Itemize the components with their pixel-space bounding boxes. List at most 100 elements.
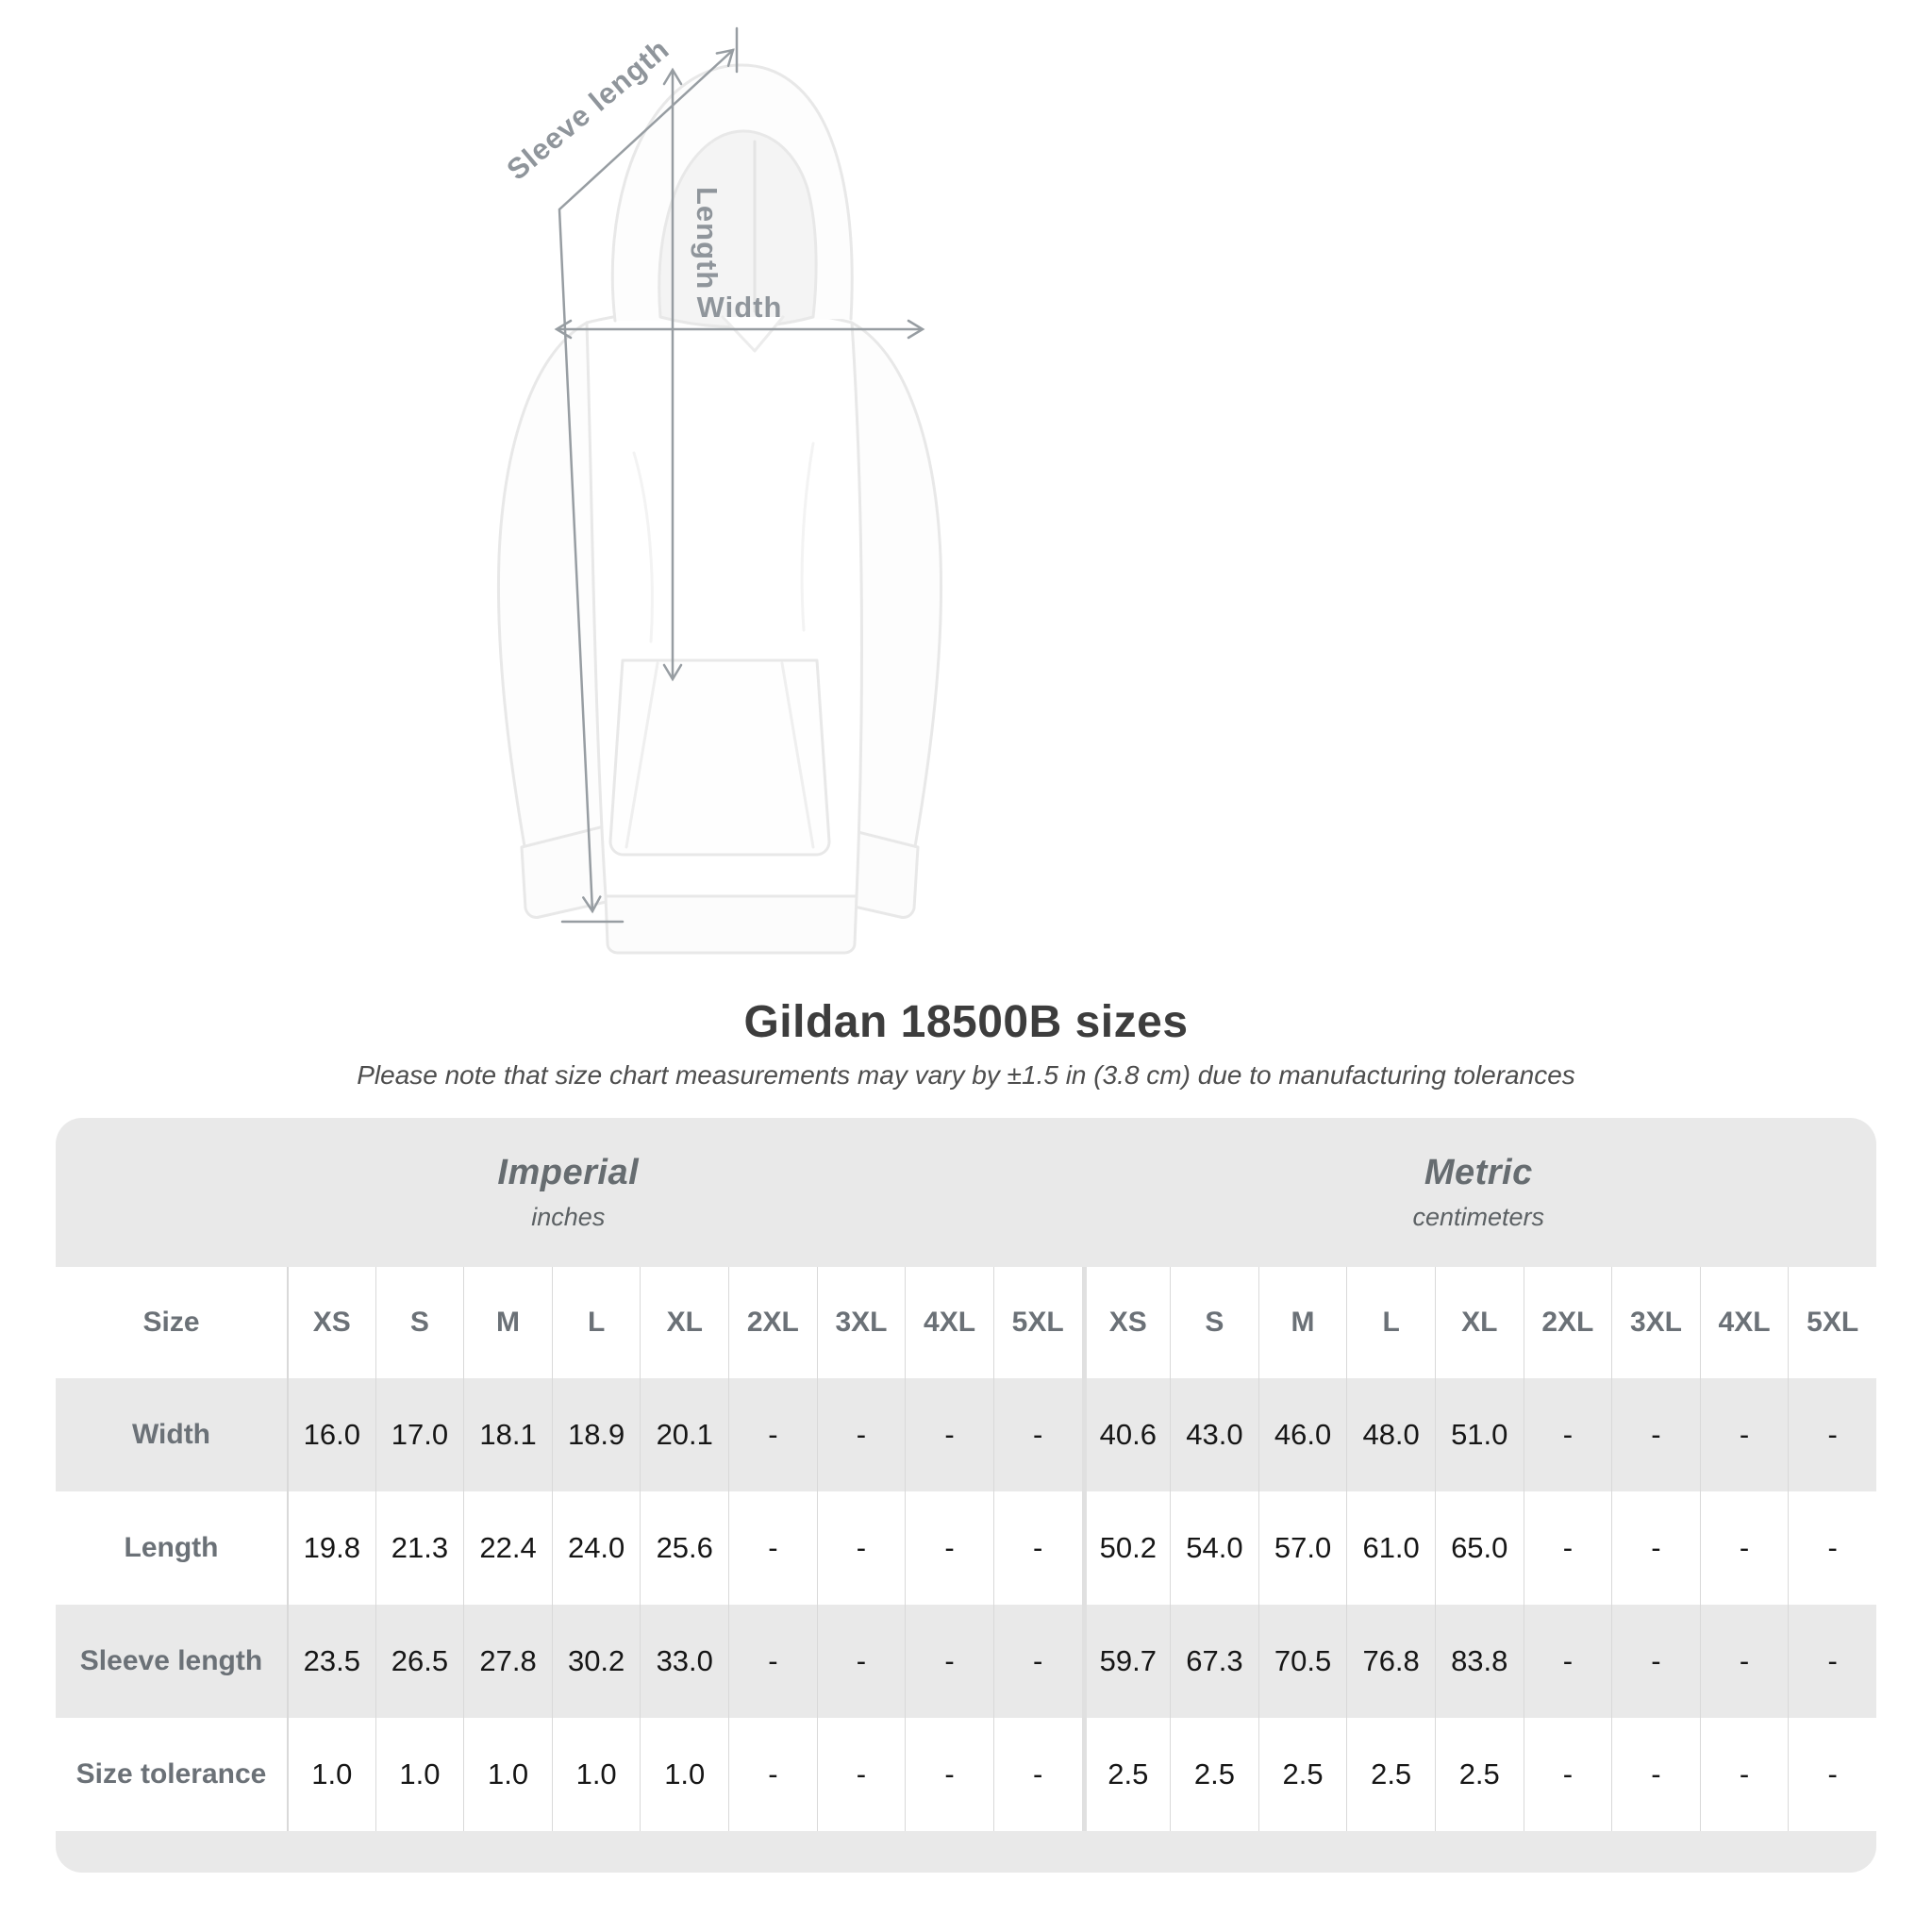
- table-row: Length 19.8 21.3 22.4 24.0 25.6- - - -50.2 54.0 57…: [56, 1491, 1876, 1605]
- value-cell: 2.5: [1170, 1718, 1258, 1831]
- size-column-header: 5XL: [1788, 1267, 1876, 1378]
- metric-label: Metric: [1424, 1153, 1533, 1192]
- value-cell: -: [1611, 1605, 1700, 1718]
- table-footer-band: [56, 1831, 1876, 1873]
- value-cell: 46.0: [1257, 1378, 1347, 1491]
- size-table: Imperial inches Metric centimeters Size X…: [56, 1118, 1876, 1873]
- value-cell: 2.5: [1346, 1718, 1435, 1831]
- width-arrowhead-right: [907, 319, 925, 340]
- value-cell: -: [728, 1605, 817, 1718]
- value-cell: 25.6: [640, 1491, 728, 1605]
- page-title: Gildan 18500B sizes: [743, 997, 1189, 1047]
- row-label: Width: [131, 1419, 211, 1450]
- value-cell: 67.3: [1170, 1605, 1258, 1718]
- hoodie-pocket: [608, 658, 831, 857]
- imperial-unit: inches: [531, 1203, 606, 1231]
- value-cell: 54.0: [1170, 1491, 1258, 1605]
- size-column-header: XS: [1081, 1267, 1171, 1378]
- value-cell: -: [816, 1718, 906, 1831]
- value-cell: 65.0: [1434, 1491, 1524, 1605]
- metric-unit: centimeters: [1412, 1203, 1545, 1231]
- row-label: Length: [124, 1532, 219, 1563]
- value-cell: -: [728, 1718, 817, 1831]
- value-cell: -: [1699, 1605, 1789, 1718]
- value-cell: 24.0: [551, 1491, 641, 1605]
- value-cell: 27.8: [463, 1605, 552, 1718]
- value-cell: -: [1523, 1718, 1612, 1831]
- value-cell: 1.0: [463, 1718, 552, 1831]
- table-row: Size tolerance 1.0 1.0 1.0 1.0 1.0- - - -2.5 2.5 2…: [56, 1718, 1876, 1831]
- size-column-header: 4XL: [1699, 1267, 1789, 1378]
- value-cell: 76.8: [1346, 1605, 1435, 1718]
- value-cell: -: [1788, 1491, 1876, 1605]
- value-cell: -: [1788, 1605, 1876, 1718]
- value-cell: -: [1611, 1718, 1700, 1831]
- size-column-header: XS: [287, 1267, 375, 1378]
- value-cell: -: [905, 1605, 993, 1718]
- length-arrowhead-bottom: [662, 663, 683, 682]
- value-cell: -: [728, 1378, 817, 1491]
- value-cell: -: [992, 1718, 1082, 1831]
- value-cell: -: [816, 1605, 906, 1718]
- value-cell: 21.3: [375, 1491, 464, 1605]
- value-cell: 61.0: [1346, 1491, 1435, 1605]
- value-cell: 19.8: [287, 1491, 375, 1605]
- value-cell: -: [1523, 1605, 1612, 1718]
- table-row: Width 16.0 17.0 18.1 18.9 20.1- - - -40.6 43.0 46.…: [56, 1378, 1876, 1491]
- value-cell: -: [1699, 1718, 1789, 1831]
- width-label: Width: [697, 291, 783, 324]
- value-cell: 50.2: [1081, 1491, 1171, 1605]
- value-cell: -: [728, 1491, 817, 1605]
- value-cell: -: [905, 1491, 993, 1605]
- corner-label: Size: [142, 1307, 200, 1338]
- value-cell: -: [992, 1605, 1082, 1718]
- value-cell: 57.0: [1257, 1491, 1347, 1605]
- hoodie-hem: [604, 894, 858, 955]
- length-arrowhead-top: [662, 67, 683, 86]
- size-column-header: XL: [640, 1267, 728, 1378]
- size-column-header: 2XL: [728, 1267, 817, 1378]
- table-row: Sleeve length 23.5 26.5 27.8 30.2 33.0- - - -59.…: [56, 1605, 1876, 1718]
- size-column-header: 3XL: [1611, 1267, 1700, 1378]
- value-cell: 48.0: [1346, 1378, 1435, 1491]
- value-cell: 23.5: [287, 1605, 375, 1718]
- width-arrowhead-left: [554, 319, 573, 340]
- hoodie-illustration: [496, 63, 943, 955]
- hoodie-diagram: Sleeve length Length Width: [496, 26, 943, 955]
- value-cell: -: [816, 1378, 906, 1491]
- size-column-header: M: [1257, 1267, 1347, 1378]
- value-cell: 16.0: [287, 1378, 375, 1491]
- unit-header-band: Imperial inches Metric centimeters: [56, 1118, 1876, 1267]
- value-cell: 2.5: [1257, 1718, 1347, 1831]
- value-cell: 83.8: [1434, 1605, 1524, 1718]
- sleeve-length-arrowhead-top: [715, 48, 735, 68]
- value-cell: 43.0: [1170, 1378, 1258, 1491]
- size-column-header: 2XL: [1523, 1267, 1612, 1378]
- value-cell: 20.1: [640, 1378, 728, 1491]
- tolerance-note: Please note that size chart measurements…: [357, 1060, 1575, 1090]
- sleeve-length-line: [558, 48, 735, 913]
- value-cell: 70.5: [1257, 1605, 1347, 1718]
- value-cell: -: [1788, 1378, 1876, 1491]
- value-cell: -: [816, 1491, 906, 1605]
- size-column-header: XL: [1434, 1267, 1524, 1378]
- value-cell: -: [1523, 1491, 1612, 1605]
- value-cell: -: [1788, 1718, 1876, 1831]
- value-cell: 40.6: [1081, 1378, 1171, 1491]
- value-cell: -: [1611, 1378, 1700, 1491]
- value-cell: 30.2: [551, 1605, 641, 1718]
- value-cell: 26.5: [375, 1605, 464, 1718]
- imperial-label: Imperial: [497, 1153, 640, 1192]
- size-column-header: S: [375, 1267, 464, 1378]
- value-cell: 59.7: [1081, 1605, 1171, 1718]
- value-cell: 18.1: [463, 1378, 552, 1491]
- value-cell: 33.0: [640, 1605, 728, 1718]
- value-cell: 18.9: [551, 1378, 641, 1491]
- size-column-header: S: [1170, 1267, 1258, 1378]
- size-column-header: L: [551, 1267, 641, 1378]
- value-cell: -: [992, 1491, 1082, 1605]
- value-cell: -: [905, 1718, 993, 1831]
- value-cell: 2.5: [1434, 1718, 1524, 1831]
- value-cell: 17.0: [375, 1378, 464, 1491]
